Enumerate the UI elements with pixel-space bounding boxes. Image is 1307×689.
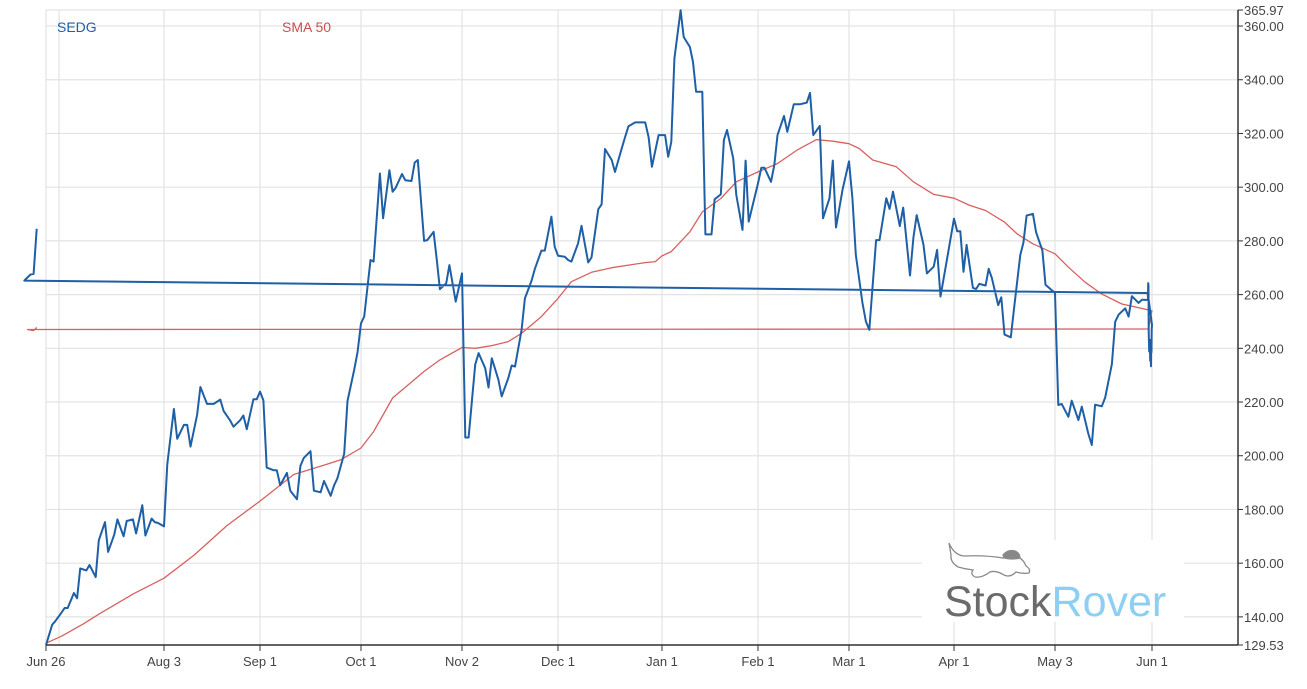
y-tick-label: 129.53 [1244, 638, 1284, 653]
y-tick-label: 320.00 [1244, 126, 1284, 141]
y-tick-label: 180.00 [1244, 502, 1284, 517]
x-tick-label: Jun 26 [26, 654, 65, 669]
watermark-stock-text: StockRover [944, 578, 1166, 626]
y-tick-label: 140.00 [1244, 610, 1284, 625]
series-lines [23, 9, 1153, 646]
x-tick-label: Jan 1 [646, 654, 678, 669]
x-tick-label: May 3 [1037, 654, 1072, 669]
legend-sma50: SMA 50 [282, 19, 331, 35]
dog-logo-icon [948, 542, 1031, 578]
series-line [26, 138, 1153, 644]
y-tick-label: 365.97 [1244, 3, 1284, 18]
y-tick-label: 300.00 [1244, 180, 1284, 195]
x-tick-label: Jun 1 [1136, 654, 1168, 669]
x-tick-label: Aug 3 [147, 654, 181, 669]
y-tick-label: 340.00 [1244, 73, 1284, 88]
x-tick-label: Apr 1 [938, 654, 969, 669]
y-tick-label: 260.00 [1244, 288, 1284, 303]
x-tick-label: Dec 1 [541, 654, 575, 669]
y-tick-label: 360.00 [1244, 19, 1284, 34]
y-tick-label: 160.00 [1244, 556, 1284, 571]
stockrover-watermark: StockRover [922, 540, 1184, 626]
x-tick-label: Sep 1 [243, 654, 277, 669]
legend-sedg: SEDG [57, 19, 97, 35]
series-sma-50 [26, 138, 1153, 644]
x-tick-label: Oct 1 [345, 654, 376, 669]
y-tick-label: 200.00 [1244, 449, 1284, 464]
x-tick-label: Feb 1 [741, 654, 774, 669]
y-tick-label: 280.00 [1244, 234, 1284, 249]
series-sedg [23, 9, 1153, 646]
x-tick-label: Nov 2 [445, 654, 479, 669]
y-tick-label: 240.00 [1244, 341, 1284, 356]
series-line [23, 9, 1153, 646]
x-tick-label: Mar 1 [832, 654, 865, 669]
y-tick-label: 220.00 [1244, 395, 1284, 410]
